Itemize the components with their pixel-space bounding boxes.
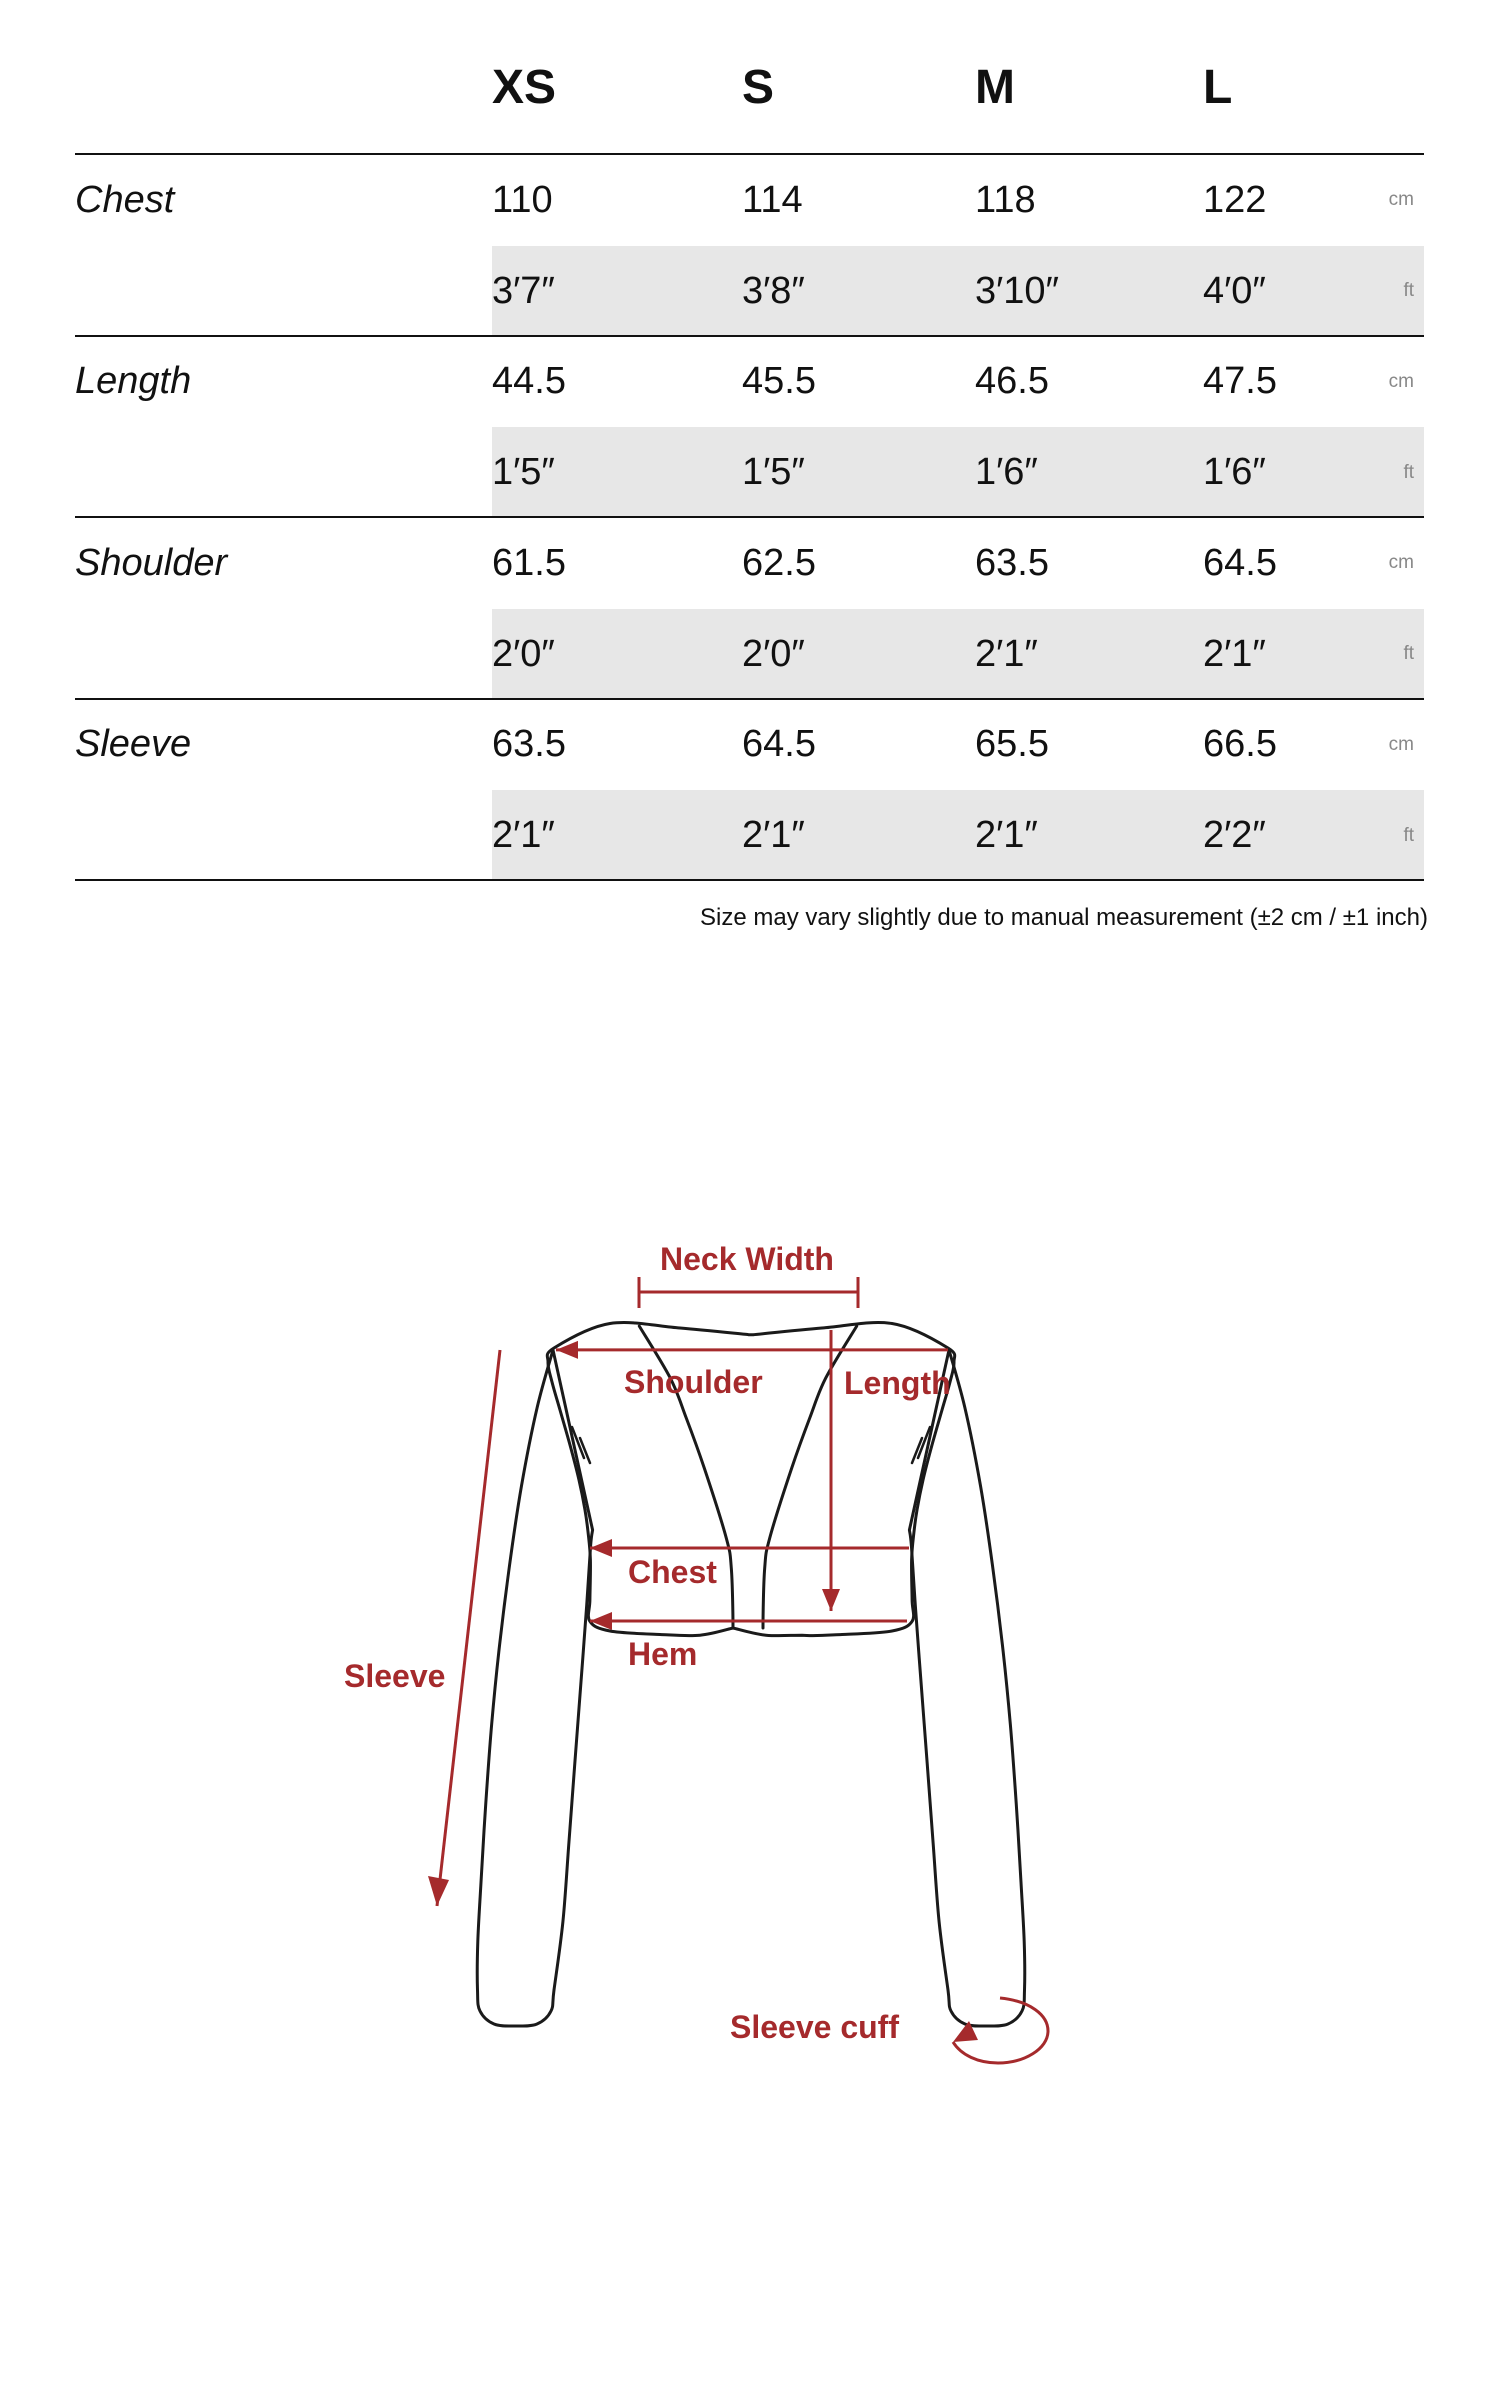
svg-text:Hem: Hem xyxy=(628,1636,697,1672)
svg-text:Sleeve cuff: Sleeve cuff xyxy=(730,2009,899,2045)
svg-text:Shoulder: Shoulder xyxy=(624,1364,763,1400)
svg-text:Length: Length xyxy=(844,1365,951,1401)
svg-text:Sleeve: Sleeve xyxy=(344,1658,445,1694)
svg-text:Neck Width: Neck Width xyxy=(660,1241,834,1277)
svg-text:Chest: Chest xyxy=(628,1554,717,1590)
